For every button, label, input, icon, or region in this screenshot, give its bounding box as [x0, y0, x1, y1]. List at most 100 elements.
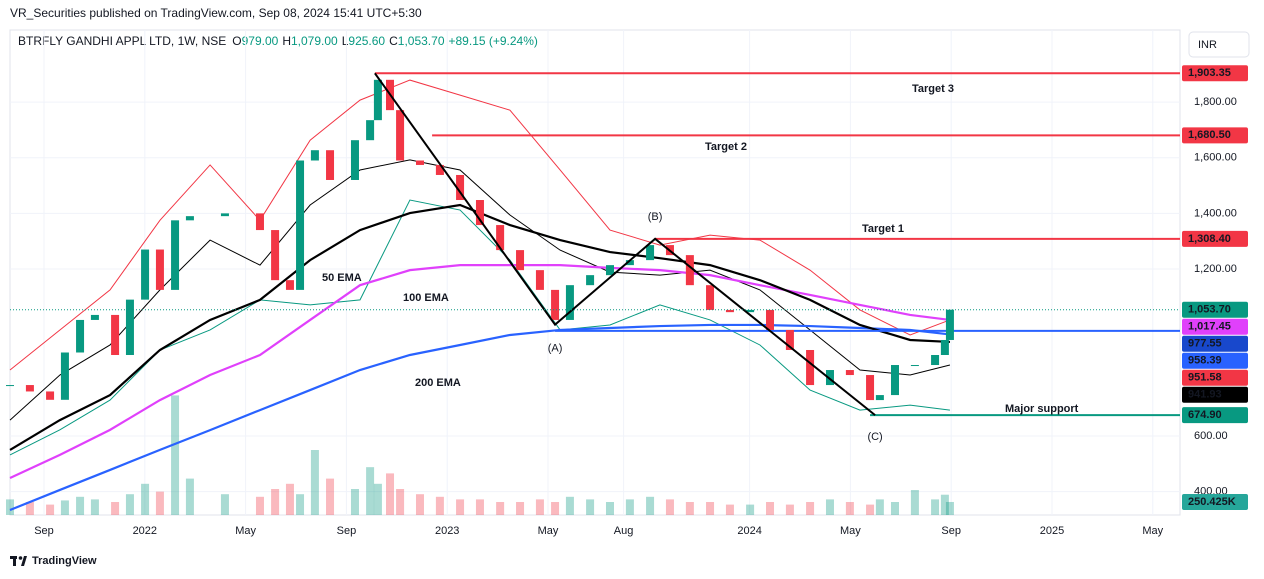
- x-tick-label: May: [538, 525, 559, 537]
- volume-bar: [373, 483, 382, 515]
- ohlc-key: O: [232, 34, 241, 48]
- price-badge: [1182, 335, 1248, 352]
- volume-bar: [435, 496, 444, 515]
- candle: [125, 299, 134, 356]
- symbol: BTRFLY GANDHI APPL LTD, 1W, NSE: [18, 34, 226, 48]
- volume-bar: [6, 499, 14, 515]
- candle: [46, 391, 55, 400]
- x-tick-label: 2024: [737, 525, 761, 537]
- candle: [373, 79, 382, 121]
- volume-bar: [326, 478, 335, 515]
- price-badge: [1182, 386, 1248, 403]
- publisher: VR_Securities published on TradingView.c…: [10, 6, 422, 20]
- volume-bar: [125, 494, 134, 515]
- volume-bar: [910, 490, 919, 515]
- candle: [516, 250, 525, 271]
- candle: [141, 249, 150, 300]
- candle: [456, 174, 465, 201]
- x-tick-label: May: [840, 525, 861, 537]
- candle: [220, 213, 229, 217]
- volume-bar: [285, 483, 294, 515]
- volume-bar: [625, 499, 634, 515]
- footer-logo: [10, 556, 27, 566]
- candle: [866, 375, 875, 401]
- volume-bar: [806, 502, 815, 515]
- candle: [931, 355, 940, 366]
- candle: [646, 245, 655, 261]
- price-badge-label: 1,053.70: [1188, 304, 1231, 316]
- candle: [825, 370, 834, 386]
- volume-bar: [366, 467, 375, 515]
- price-badge: [1182, 127, 1248, 144]
- candle: [875, 395, 884, 401]
- candle: [25, 385, 34, 392]
- volume-bar: [76, 496, 85, 515]
- symbol-line: BTRFLY GANDHI APPL LTD, 1W, NSE O979.00 H1…: [18, 34, 538, 48]
- candle: [350, 140, 359, 180]
- candle: [535, 270, 544, 290]
- candle: [171, 220, 180, 290]
- volume-bar: [25, 502, 34, 515]
- candle: [396, 110, 405, 161]
- volume-bar: [415, 494, 424, 515]
- candle: [310, 150, 319, 161]
- candle: [766, 309, 775, 330]
- price-badge-label: 941.93: [1188, 389, 1222, 401]
- pattern-line: [374, 72, 876, 416]
- pattern-label: (B): [648, 211, 663, 223]
- indicator-line: [9, 79, 951, 371]
- level-label: Major support: [1005, 403, 1079, 415]
- indicator-line: [9, 203, 950, 451]
- price-badge-label: 1,017.45: [1188, 321, 1231, 333]
- volume-bar: [785, 504, 794, 515]
- volume-bar: [646, 496, 655, 515]
- x-tick-label: 2023: [435, 525, 459, 537]
- price-badge-label: 674.90: [1188, 409, 1222, 421]
- ohlc-value: 1,053.70: [398, 34, 445, 48]
- volume-bar: [220, 494, 229, 515]
- candle: [285, 280, 294, 290]
- price-badge: [1182, 407, 1248, 424]
- volume-bar: [386, 473, 395, 515]
- y-tick-label: 600.00: [1194, 430, 1228, 442]
- currency-box[interactable]: [1188, 31, 1250, 58]
- ohlc-value: 925.60: [348, 34, 385, 48]
- volume-bar: [665, 499, 674, 515]
- candle: [706, 285, 715, 310]
- candle: [415, 160, 424, 165]
- candle: [255, 213, 264, 231]
- volume-bar: [685, 502, 694, 515]
- volume-bar: [746, 504, 755, 515]
- level-label: Target 2: [705, 141, 747, 153]
- volume-bar: [296, 494, 305, 515]
- volume-bar: [766, 502, 775, 515]
- volume-bar: [866, 504, 875, 515]
- volume-bar: [141, 483, 150, 515]
- candle: [296, 160, 305, 290]
- x-tick-label: May: [1142, 525, 1163, 537]
- candle: [565, 285, 574, 320]
- candle: [366, 120, 375, 141]
- candle: [625, 260, 634, 266]
- candle: [551, 289, 560, 320]
- candle: [725, 309, 734, 313]
- candle: [945, 309, 954, 340]
- volume-bar: [706, 502, 715, 515]
- level-label: Target 1: [862, 223, 904, 235]
- volume-bar: [931, 499, 940, 515]
- candle: [271, 230, 280, 281]
- ohlc-key: H: [282, 34, 291, 48]
- candle: [155, 249, 164, 290]
- x-tick-label: Sep: [941, 525, 961, 537]
- indicator-line: [9, 323, 951, 512]
- volume-bar: [475, 499, 484, 515]
- indicator-line: [9, 264, 951, 479]
- change: +89.15 (+9.24%): [449, 34, 538, 48]
- candle: [111, 314, 120, 356]
- ema-label: 100 EMA: [403, 292, 449, 304]
- volume-bar: [551, 502, 560, 515]
- volume-bar: [350, 489, 359, 515]
- candle: [6, 385, 14, 387]
- volume-bar: [111, 502, 120, 515]
